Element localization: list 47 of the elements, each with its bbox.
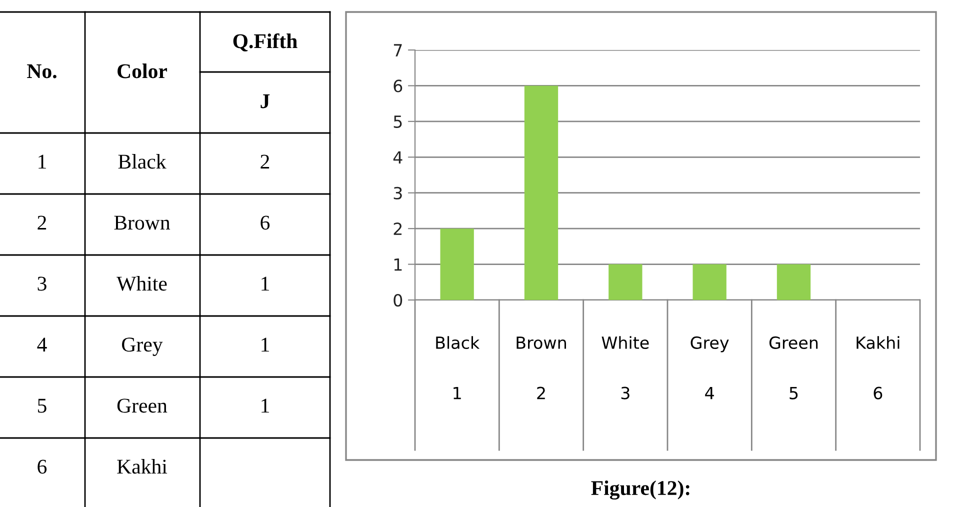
text: 2 [537, 386, 545, 400]
text: 5 [790, 386, 798, 400]
bar [524, 86, 558, 300]
text: 1 [262, 276, 269, 291]
text: 1 [454, 386, 461, 400]
bar [776, 264, 811, 300]
text: 3 [38, 276, 46, 291]
y-tick-label: 2 [394, 222, 402, 235]
bar [440, 228, 474, 300]
bar [608, 264, 642, 300]
text: 1 [38, 154, 46, 169]
text: 6 [260, 216, 270, 230]
y-tick-label: 1 [394, 258, 402, 271]
text: 6 [874, 386, 882, 400]
text: 4 [37, 338, 47, 352]
category-label: White [602, 336, 649, 350]
category-label: Brown [516, 336, 566, 350]
text: 4 [705, 386, 714, 400]
text: 1 [262, 338, 269, 352]
bar [692, 264, 726, 300]
text: 6 [38, 460, 47, 474]
y-tick-label: 3 [394, 186, 402, 200]
y-tick-label: 7 [394, 44, 402, 56]
text: Kakhi [117, 459, 168, 474]
category-label: Kakhi [856, 336, 900, 350]
text: White [116, 276, 167, 291]
category-label: Black [436, 336, 480, 350]
text: Green [117, 398, 168, 413]
category-label: Grey [690, 336, 729, 352]
text: 2 [38, 216, 46, 230]
y-tick-label: 5 [394, 116, 402, 128]
text: 2 [260, 154, 270, 169]
text: Brown [114, 216, 170, 230]
y-tick-label: 0 [394, 294, 402, 307]
text: Figure(12): [591, 480, 690, 500]
text: Black [118, 154, 166, 169]
text: Color [118, 64, 168, 78]
text: 1 [262, 398, 269, 413]
y-tick-label: 4 [393, 151, 402, 164]
text: 3 [621, 386, 630, 400]
y-tick-label: 6 [394, 80, 402, 92]
category-label: Green [769, 336, 818, 350]
text: Q.Fifth [233, 33, 298, 52]
text: Grey [122, 338, 163, 356]
text: J [260, 94, 270, 108]
text: No. [27, 64, 56, 78]
text: 5 [38, 398, 46, 413]
